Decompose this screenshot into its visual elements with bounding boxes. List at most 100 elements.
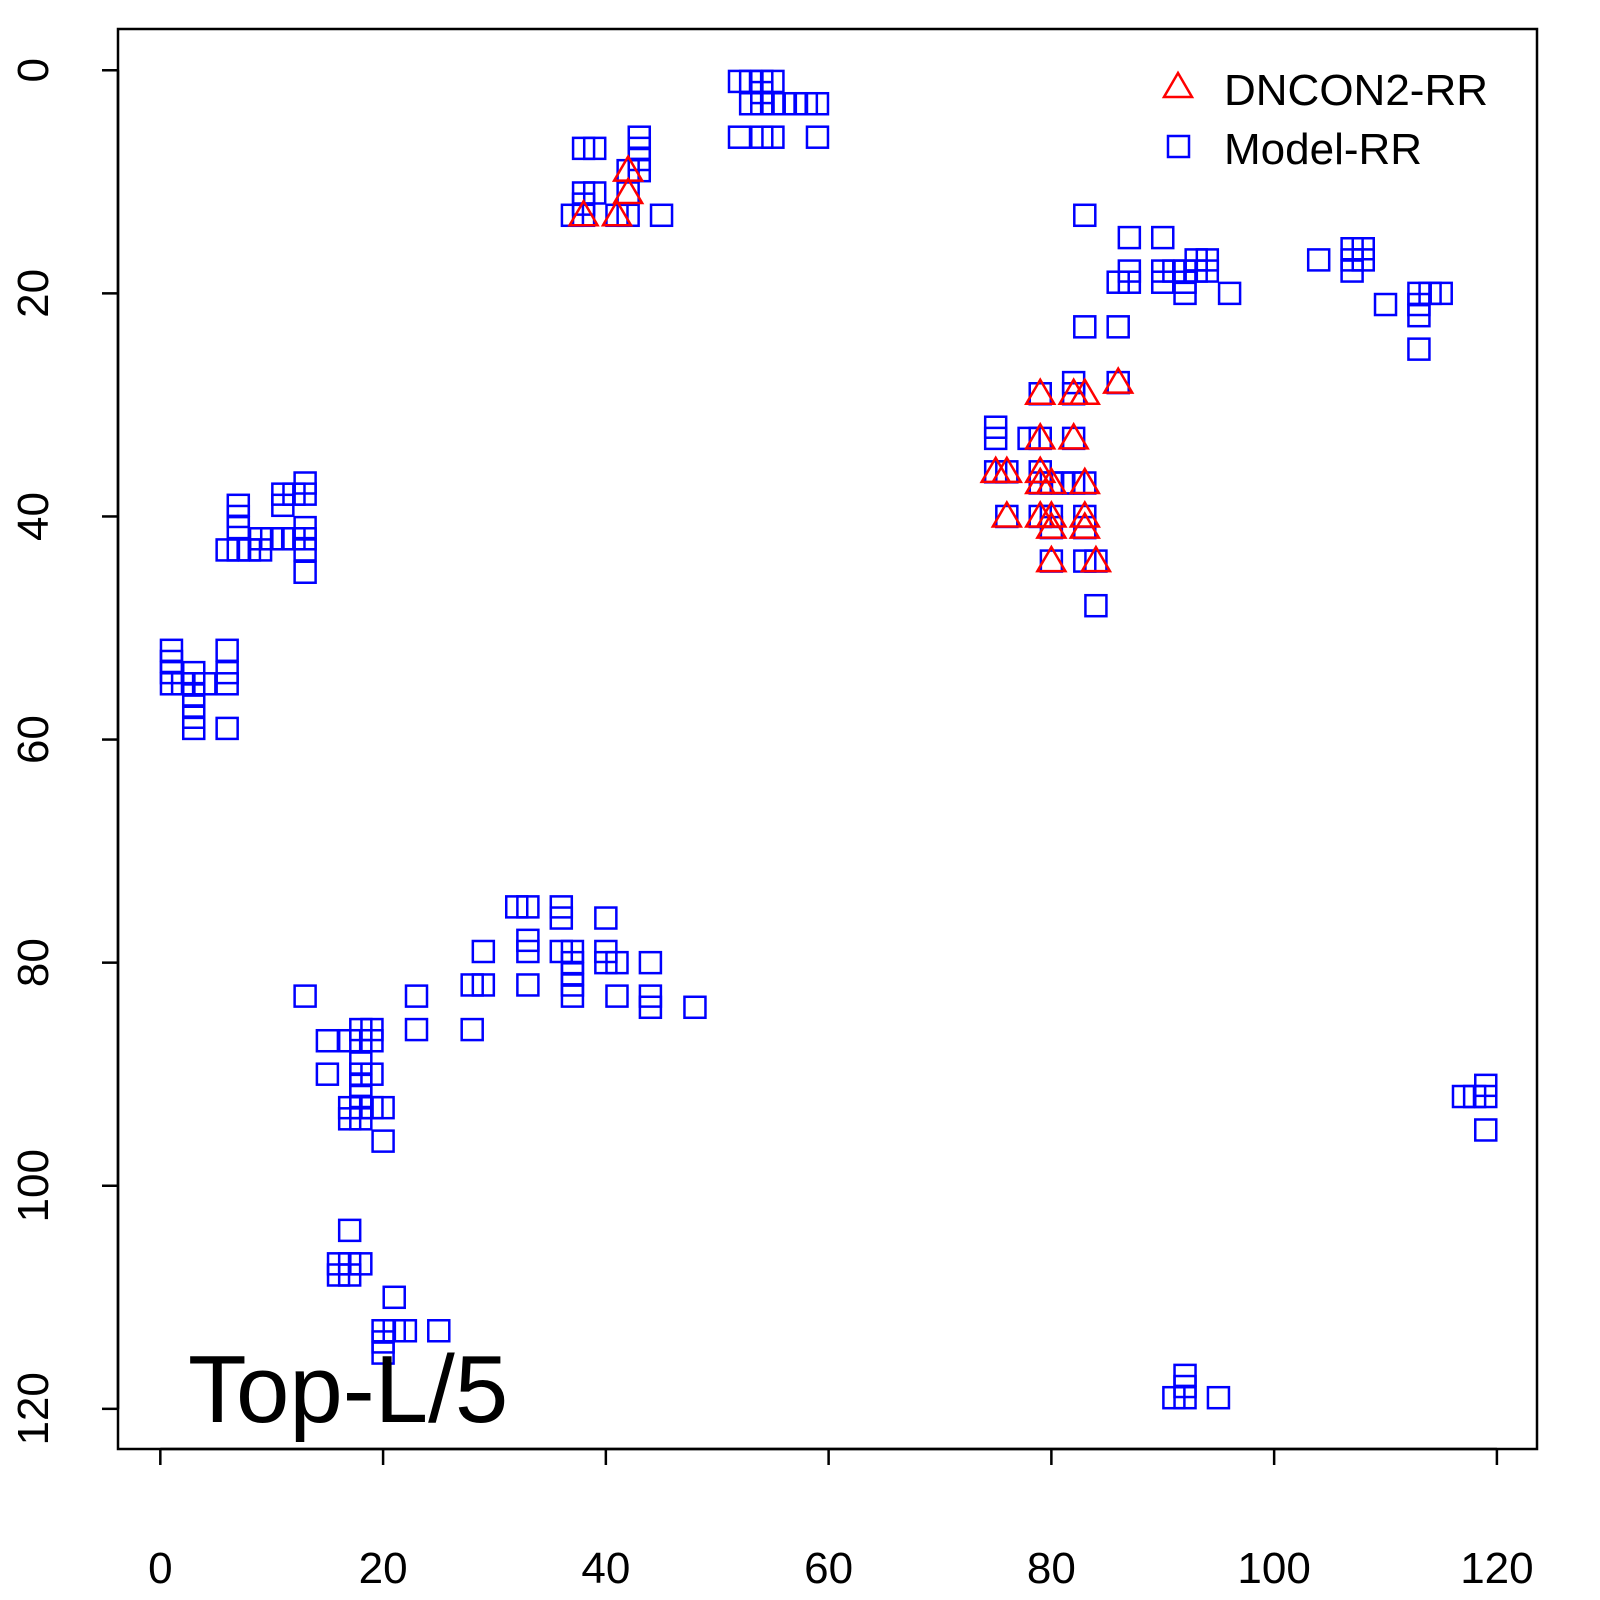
model-rr-point — [1106, 315, 1130, 339]
model-rr-point — [360, 1028, 384, 1053]
legend-label-dncon2: DNCON2-RR — [1224, 66, 1488, 115]
model-rr-point — [1173, 1385, 1197, 1410]
model-rr-point — [761, 125, 785, 149]
model-rr-point — [983, 426, 1008, 451]
dncon2-rr-point — [567, 198, 600, 227]
model-rr-point — [404, 984, 429, 1008]
y-axis: 0 20 40 60 80 100 120 — [9, 58, 120, 1446]
legend-square-icon — [1166, 134, 1191, 159]
plot-frame — [116, 27, 1539, 1451]
y-tick-label: 60 — [9, 715, 58, 764]
model-rr-point — [1373, 292, 1398, 317]
model-rr-point — [805, 125, 830, 149]
model-rr-point — [226, 515, 251, 540]
dncon2-rr-point — [990, 499, 1024, 528]
x-tick-label: 60 — [804, 1544, 853, 1593]
legend: DNCON2-RR Model-RR — [1161, 66, 1488, 174]
model-rr-point — [1117, 270, 1142, 294]
model-rr-point — [1151, 225, 1175, 250]
model-rr-point — [1151, 270, 1175, 294]
model-rr-point — [683, 995, 707, 1020]
model-rr-point — [215, 672, 239, 696]
x-axis: 0 20 40 60 80 100 120 — [148, 1447, 1534, 1593]
model-rr-point — [427, 1319, 451, 1343]
dncon2-rr-point — [1068, 377, 1101, 406]
y-tick-label: 120 — [9, 1372, 58, 1445]
model-rr-point — [605, 950, 629, 975]
legend-triangle-icon — [1161, 70, 1195, 99]
x-tick-label: 40 — [581, 1544, 630, 1593]
model-rr-point — [805, 91, 830, 116]
model-rr-point — [1117, 225, 1142, 250]
dncon2-rr-point — [1024, 421, 1057, 450]
model-rr-point — [1407, 337, 1431, 361]
model-rr-point — [1306, 248, 1331, 272]
y-tick-label: 100 — [9, 1149, 58, 1222]
model-rr-point — [371, 1129, 395, 1153]
x-tick-label: 100 — [1237, 1544, 1310, 1593]
model-rr-point — [649, 203, 674, 228]
dncon2-rr-point — [1035, 499, 1068, 528]
model-rr-point — [371, 1095, 395, 1120]
dncon2-rr-point — [1102, 366, 1135, 394]
model-rr-point — [315, 1062, 340, 1086]
model-rr-point — [271, 493, 295, 518]
model-rr-point — [337, 1263, 362, 1287]
model-rr-point — [638, 950, 663, 975]
model-rr-point — [1474, 1118, 1498, 1142]
dncon2-rr-point — [990, 455, 1024, 484]
model-rr-point — [1084, 593, 1108, 618]
x-tick-label: 20 — [359, 1544, 408, 1593]
model-rr-point — [516, 895, 540, 919]
model-rr-point — [293, 538, 317, 562]
y-tick-label: 80 — [9, 938, 58, 987]
dncon2-rr-point — [1024, 377, 1057, 406]
model-rr-point — [181, 716, 206, 741]
annotation-label: Top-L/5 — [188, 1336, 508, 1443]
dncon2-rr-point — [600, 198, 634, 227]
legend-label-model: Model-RR — [1224, 125, 1422, 174]
model-rr-point — [582, 136, 607, 161]
model-rr-point — [215, 716, 239, 741]
model-rr-point — [727, 125, 752, 149]
model-rr-point — [193, 672, 217, 696]
dncon2-rr-point — [1035, 466, 1068, 495]
model-rr-point — [605, 984, 629, 1008]
model-rr-point — [471, 939, 496, 964]
model-rr-point — [1195, 259, 1220, 283]
model-rr-point — [516, 973, 540, 997]
model-rr-point — [1206, 1385, 1231, 1410]
model-rr-point — [1073, 315, 1097, 339]
model-rr-point — [1217, 281, 1242, 306]
model-rr-point — [1474, 1084, 1498, 1109]
dncon2-rr-point — [1068, 511, 1101, 539]
x-tick-label: 0 — [148, 1544, 172, 1593]
dncon2-rr-point — [1035, 511, 1068, 539]
dncon2-rr-point — [1068, 466, 1101, 495]
x-tick-label: 80 — [1027, 1544, 1076, 1593]
model-rr-point — [1429, 281, 1453, 306]
model-rr-point — [215, 638, 239, 663]
model-rr-point — [516, 939, 540, 964]
y-tick-label: 40 — [9, 492, 58, 541]
model-rr-point — [393, 1319, 418, 1343]
model-rr-point — [460, 1017, 484, 1042]
dncon2-rr-point — [1079, 544, 1113, 573]
x-tick-label: 120 — [1460, 1544, 1533, 1593]
dncon2-rr-point — [1068, 499, 1101, 528]
model-rr-point — [1340, 259, 1364, 283]
dncon2-rr-point — [1024, 455, 1057, 484]
model-rr-point — [293, 482, 317, 506]
model-rr-point — [1073, 203, 1097, 228]
model-rr-point — [404, 1017, 429, 1042]
model-rr-point — [382, 1285, 406, 1310]
model-rr-point — [371, 1341, 395, 1365]
model-rr-point — [638, 995, 663, 1020]
dncon2-rr-point — [1057, 421, 1090, 450]
model-rr-point — [293, 560, 317, 584]
model-rr-point — [560, 984, 585, 1008]
y-tick-label: 20 — [9, 269, 58, 318]
model-rr-point — [594, 906, 618, 930]
model-rr-point — [549, 906, 574, 930]
